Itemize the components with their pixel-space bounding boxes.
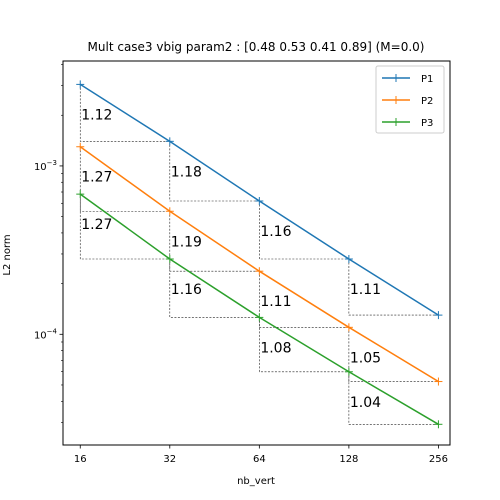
slope-triangle [169, 141, 260, 202]
slope-label: 1.11 [260, 294, 291, 310]
slope-triangle [348, 259, 439, 316]
y-tick-label: 10−4 [34, 327, 58, 341]
slope-triangle [79, 146, 170, 212]
slope-label: 1.16 [171, 282, 202, 298]
slope-label: 1.05 [350, 350, 381, 366]
x-tick-label: 16 [74, 454, 87, 465]
data-point-p1 [76, 80, 85, 89]
slope-label: 1.12 [81, 107, 112, 123]
series-line-p3 [79, 193, 439, 425]
x-tick-label: 32 [163, 454, 176, 465]
slope-triangle [259, 271, 349, 328]
legend: P1 P2 P3 [375, 65, 445, 134]
legend-label: P1 [421, 74, 433, 85]
legend-item-p2: P2 [382, 96, 433, 107]
x-tick-label: 128 [339, 454, 358, 465]
slope-label: 1.08 [260, 340, 291, 356]
y-tick-label: 10−3 [34, 159, 57, 173]
data-point-p1 [344, 255, 353, 264]
axes-frame [62, 60, 451, 446]
data-point-p2 [344, 323, 353, 332]
slope-triangle [348, 327, 439, 382]
data-point-p1 [434, 311, 443, 320]
data-point-p2 [76, 142, 85, 151]
legend-label: P2 [421, 96, 433, 107]
data-point-p3 [255, 313, 264, 322]
data-point-p3 [76, 190, 85, 199]
legend-item-p3: P3 [382, 118, 433, 129]
data-point-p3 [165, 255, 174, 264]
slope-triangle [169, 259, 260, 318]
slope-label: 1.04 [350, 395, 381, 411]
data-point-p2 [434, 377, 443, 386]
slope-label: 1.16 [260, 224, 291, 240]
data-point-p1 [165, 137, 174, 146]
slope-triangle [259, 317, 349, 373]
x-tick-label: 256 [429, 454, 448, 465]
slope-label: 1.27 [81, 217, 112, 233]
slope-triangle [259, 201, 349, 260]
slope-label: 1.27 [81, 170, 112, 186]
slope-label: 1.11 [350, 282, 381, 298]
slope-triangle [79, 84, 170, 142]
data-point-p3 [344, 367, 353, 376]
slope-label: 1.19 [171, 234, 202, 250]
data-point-p2 [165, 207, 174, 216]
data-point-p1 [255, 197, 264, 206]
slope-triangle [79, 194, 170, 260]
chart-title: Mult case3 vbig param2 : [0.48 0.53 0.41… [88, 40, 425, 54]
legend-label: P3 [421, 118, 433, 129]
slope-triangle [348, 371, 439, 425]
data-point-p3 [434, 420, 443, 429]
x-tick-label: 64 [253, 454, 266, 465]
slope-label: 1.18 [171, 164, 202, 180]
data-point-p2 [255, 267, 264, 276]
plot-area: 10−3 10−4 16 32 64 128 256 1.12 1.18 1.16 1.11 1.27… [34, 60, 451, 465]
y-axis-label: L2 norm [2, 234, 13, 275]
x-axis-label: nb_vert [237, 476, 275, 487]
legend-item-p1: P1 [382, 74, 433, 85]
